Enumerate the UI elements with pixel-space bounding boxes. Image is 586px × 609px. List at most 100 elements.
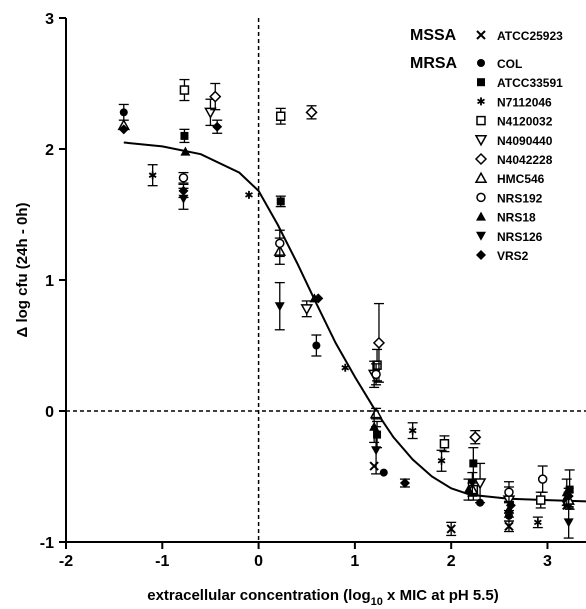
series-nrs126 (178, 187, 574, 539)
marker-shape (408, 426, 417, 435)
marker-shape (275, 238, 285, 249)
data-point (179, 85, 190, 95)
legend-marker (476, 192, 486, 203)
data-point (178, 173, 189, 183)
data-point (399, 478, 410, 489)
data-point (504, 521, 514, 531)
data-point (341, 363, 350, 372)
marker-shape (477, 97, 485, 106)
data-point (312, 341, 321, 350)
series-nrs18 (180, 146, 572, 518)
legend-marker (474, 135, 488, 147)
legend-group-title: MSSA (410, 27, 457, 44)
data-point (178, 185, 189, 196)
data-point (535, 495, 546, 505)
legend: MSSA ATCC25923 MRSA COL ATCC33591 N7112046 N41… (410, 27, 563, 263)
marker-shape (119, 108, 128, 117)
legend-marker (477, 78, 485, 87)
x-tick-label: -1 (155, 553, 169, 570)
marker-shape (563, 518, 574, 528)
marker-shape (204, 107, 217, 119)
legend-entry-label: ATCC25923 (497, 29, 563, 43)
data-point (505, 500, 516, 511)
data-point (275, 111, 286, 121)
marker-shape (565, 485, 574, 494)
data-point (305, 106, 318, 119)
marker-shape (369, 461, 379, 471)
data-point (245, 190, 253, 199)
marker-shape (563, 491, 574, 502)
marker-shape (439, 439, 450, 449)
data-point (537, 474, 548, 484)
marker-shape (504, 487, 514, 497)
data-point (274, 302, 285, 312)
fit-curve (123, 141, 586, 503)
marker-shape (505, 500, 516, 511)
marker-shape (274, 302, 285, 312)
marker-shape (118, 124, 129, 135)
marker-shape (535, 495, 546, 505)
legend-entry-label: HMC546 (497, 172, 545, 186)
legend-entry-label: N4042228 (497, 153, 553, 167)
plot-area (66, 18, 586, 542)
series-n4042228 (209, 82, 482, 445)
marker-shape (369, 407, 383, 419)
data-point (467, 479, 478, 489)
data-point (371, 369, 381, 380)
marker-shape (477, 78, 485, 87)
legend-marker (477, 97, 485, 106)
marker-shape (537, 474, 548, 484)
legend-entry-label: ATCC33591 (497, 76, 563, 90)
x-axis-label-tail: x MIC at pH 5.5) (383, 587, 499, 604)
data-point (369, 461, 379, 471)
y-tick-label: 0 (45, 404, 54, 421)
x-tick-label: 0 (254, 553, 263, 570)
marker-shape (276, 197, 285, 206)
data-point (533, 518, 542, 527)
series-nrs192 (178, 171, 548, 504)
legend-marker (476, 211, 486, 221)
marker-shape (474, 171, 488, 183)
marker-shape (467, 479, 478, 489)
series-vrs2 (118, 119, 574, 511)
marker-shape (476, 192, 486, 203)
marker-shape (148, 171, 157, 180)
data-point (437, 456, 446, 465)
marker-shape (469, 431, 482, 444)
marker-shape (399, 478, 410, 489)
data-point (563, 491, 574, 502)
data-point (313, 293, 324, 304)
marker-shape (474, 135, 488, 147)
legend-marker (476, 250, 486, 260)
legend-entry-label: COL (497, 57, 522, 71)
data-point (119, 108, 128, 117)
legend-marker (476, 115, 486, 126)
x-tick-label: 2 (447, 553, 456, 570)
data-point (469, 431, 482, 444)
marker-shape (476, 211, 486, 221)
marker-shape (178, 185, 189, 196)
marker-shape (313, 293, 324, 304)
data-point (372, 336, 386, 349)
marker-shape (371, 369, 381, 380)
data-point (563, 518, 574, 528)
marker-shape (245, 190, 253, 199)
y-tick-label: 2 (45, 142, 54, 159)
axes: -2 -1 0 1 2 3 -1 0 1 2 3 (40, 11, 586, 570)
data-point (473, 478, 487, 490)
legend-entry-label: VRS2 (497, 249, 529, 263)
marker-shape (504, 521, 514, 531)
marker-shape (372, 336, 386, 349)
marker-shape (477, 59, 485, 67)
data-point (209, 90, 222, 103)
legend-marker (477, 59, 485, 67)
data-point (408, 426, 417, 435)
marker-shape (179, 85, 190, 95)
data-point (212, 121, 223, 132)
series-n4090440 (204, 98, 516, 514)
legend-marker (474, 152, 488, 166)
legend-group-title: MRSA (410, 55, 458, 72)
data-point (463, 484, 474, 494)
legend-entry-label: NRS126 (497, 230, 543, 244)
